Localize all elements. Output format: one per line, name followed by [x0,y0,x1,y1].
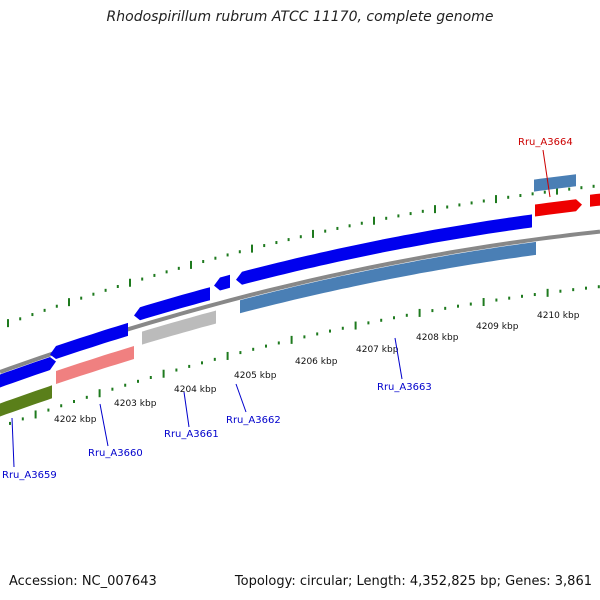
label-layer: 4202 kbp 4203 kbp 4204 kbp 4205 kbp 4206 kbp… [2,137,580,481]
gene-segment-steelblue [534,174,576,192]
scale-tick-label: 4202 kbp [54,415,97,425]
gene-leader-line [99,403,109,447]
gene-segment-forward [134,287,210,321]
scale-tick-label: 4209 kbp [476,322,519,332]
gene-segment-forward [50,322,128,359]
gene-label: Rru_A3661 [164,429,219,440]
scale-tick-label: 4204 kbp [174,385,217,395]
gene-segment-forward [214,274,230,291]
gene-label: Rru_A3664 [518,137,573,148]
gene-segment-rna [535,199,582,217]
scale-tick-label: 4206 kbp [295,357,338,367]
gene-leader-line [11,417,15,468]
gene-segment-forward [236,214,532,285]
gene-segment-green [0,385,52,417]
scale-tick-label: 4205 kbp [234,371,277,381]
accession-text: Accession: NC_007643 [9,574,157,589]
scale-tick-label: 4207 kbp [356,345,399,355]
page-title: Rhodospirillum rubrum ATCC 11170, comple… [106,9,494,25]
gene-label: Rru_A3662 [226,415,281,426]
feature-track [0,174,600,417]
gene-segment-grey [142,310,216,345]
gene-segment-forward [0,357,56,388]
scale-tick-label: 4208 kbp [416,333,459,343]
gene-leader-line [542,149,551,198]
gene-label: Rru_A3659 [2,470,57,481]
gene-leader-line [183,391,190,428]
gene-leader-line [394,337,403,380]
topology-text: Topology: circular; Length: 4,352,825 bp… [234,574,592,589]
gene-segment-rna [590,193,600,207]
scale-tick-label: 4210 kbp [537,311,580,321]
scale-tick-label: 4203 kbp [114,399,157,409]
gene-segment-light-red [56,346,134,384]
gene-segment-steelblue [240,241,536,314]
gene-label: Rru_A3660 [88,448,143,459]
gene-leader-line [235,383,247,413]
gene-label: Rru_A3663 [377,382,432,393]
